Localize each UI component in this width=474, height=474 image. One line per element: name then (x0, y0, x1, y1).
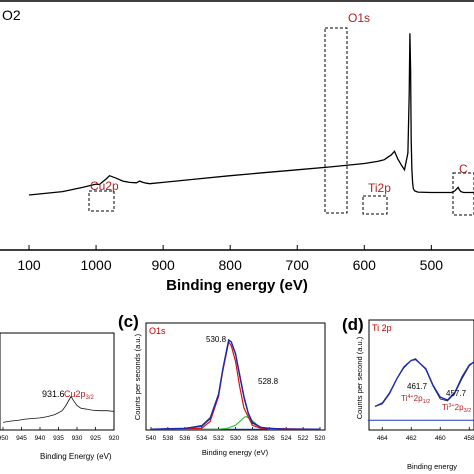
ti2p-xtick-label: 458 (464, 435, 474, 442)
cu-xticks: 950 945 940 935 930 925 920 (0, 427, 120, 442)
survey-xtick-label: 500 (420, 257, 444, 273)
survey-xticks: 1001000900800700600500400300 (17, 245, 444, 273)
o1s-peak1-value: 530.8 (206, 335, 227, 344)
top-title-fragment: O2 (2, 7, 21, 23)
o1s-xtick-label: 532 (213, 435, 224, 442)
ti2p-xtick-label: 460 (435, 435, 446, 442)
cu-xtick-label: 925 (90, 435, 101, 442)
cu-peak-label: Cu2p3/2 (64, 389, 95, 401)
o1s-envelope (150, 338, 320, 430)
cu-xtick-label: 930 (72, 435, 83, 442)
ti2p-ylabel: Counts per second (a.u.) (355, 336, 364, 419)
survey-xtick-label: 600 (353, 257, 377, 273)
survey-line (28, 33, 474, 196)
ti-peak-box (362, 195, 388, 215)
ti2p-letter: (d) (342, 315, 364, 334)
o1s-peak1-fit (150, 340, 321, 430)
cu-frame (0, 332, 115, 431)
o1s-tag: O1s (149, 326, 166, 336)
o1s-xtick-label: 522 (298, 435, 309, 442)
cu-panel: 950 945 940 935 930 925 920 Binding Energy (eV… (0, 332, 120, 461)
ti-peak-label: Ti2p (368, 181, 391, 195)
ti2p-tag: Ti 2p (372, 323, 392, 333)
ti2p-label2: Ti3+2p3/2 (442, 403, 471, 414)
ti2p-xtick-label: 462 (406, 435, 417, 442)
ti2p-xtick-label: 464 (377, 435, 388, 442)
ti2p-peak2-value: 457.7 (446, 389, 467, 398)
ti2p-panel: (d) Ti 2p Counts per second (a.u.) 464 46… (342, 315, 474, 471)
cu-xtick-label: 945 (16, 435, 27, 442)
survey-xtick-label: 800 (219, 257, 243, 273)
o1s-xtick-label: 528 (247, 435, 258, 442)
o1s-xtick-label: 526 (264, 435, 275, 442)
survey-xlabel: Binding energy (eV) (166, 277, 308, 294)
o-peak-box (324, 27, 348, 214)
cu-xlabel: Binding Energy (eV) (40, 452, 112, 461)
o1s-ylabel: Counts per seconds (a.u.) (133, 333, 142, 420)
survey-xtick-label: 900 (151, 257, 175, 273)
cu-spectrum (2, 395, 115, 423)
cu-peak-value: 931.6 (42, 389, 65, 399)
ti2p-xlabel: Binding energy (407, 462, 457, 471)
ti2p-envelope (374, 358, 474, 408)
survey-xtick-label: 1000 (80, 257, 111, 273)
o1s-panel: (c) O1s Counts per seconds (a.u.) 540 538… (118, 312, 326, 457)
o1s-xtick-label: 538 (162, 435, 173, 442)
ti2p-frame (368, 319, 474, 431)
cu-xtick-label: 940 (35, 435, 46, 442)
o1s-xtick-label: 530 (230, 435, 241, 442)
cu-xtick-label: 920 (109, 435, 120, 442)
o1s-xtick-label: 520 (315, 435, 326, 442)
o1s-xtick-label: 524 (281, 435, 292, 442)
c-peak-label: C (459, 162, 468, 176)
ti2p-peak1-value: 461.7 (407, 382, 428, 391)
o1s-xtick-label: 534 (196, 435, 207, 442)
ti2p-label1: Ti4+2p1/2 (401, 394, 430, 405)
o1s-frame (145, 322, 326, 431)
o1s-peak2-value: 528.8 (258, 377, 279, 386)
cu-peak-box (88, 190, 115, 212)
o-peak-label: O1s (348, 11, 370, 25)
ti2p-xticks: 464 462 460 458 (377, 427, 474, 442)
survey-xtick-label: 100 (17, 257, 41, 273)
o1s-xlabel: Binding energy (eV) (202, 448, 269, 457)
o1s-xtick-label: 536 (179, 435, 190, 442)
c-peak-box (452, 172, 474, 216)
cu-xtick-label: 950 (0, 435, 9, 442)
o1s-letter: (c) (118, 312, 139, 331)
cu-xtick-label: 935 (53, 435, 64, 442)
survey-panel: O2 1001000900800700600500400300 Binding … (0, 0, 474, 294)
survey-xtick-label: 700 (286, 257, 310, 273)
cu-peak-label: Cu2p (90, 179, 119, 193)
o1s-xtick-label: 540 (146, 435, 157, 442)
